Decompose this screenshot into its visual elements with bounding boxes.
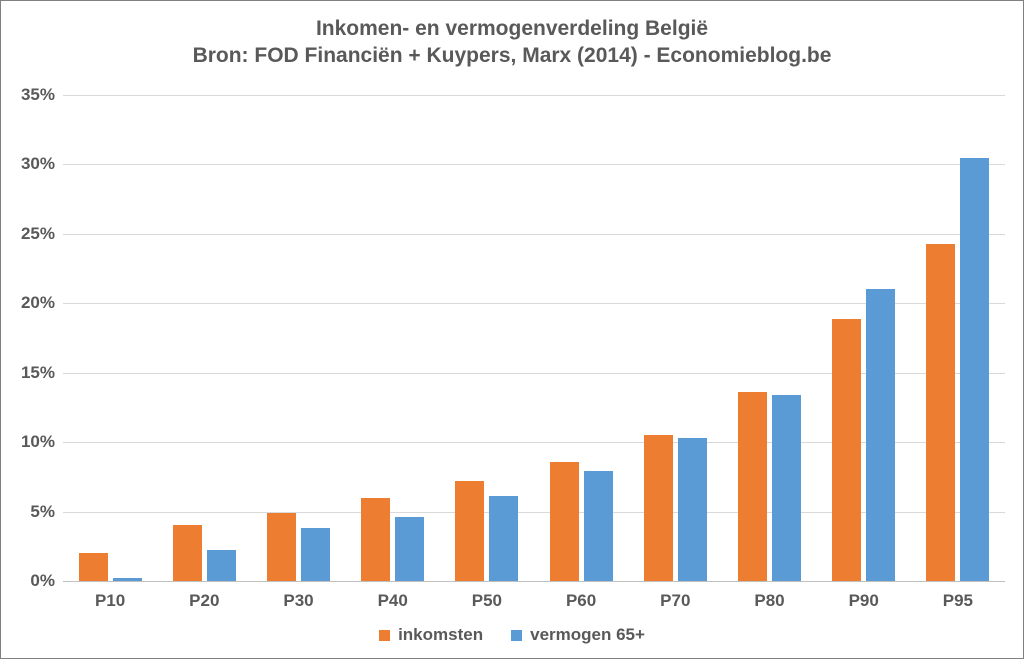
bar-inkomsten <box>173 525 202 581</box>
bar-vermogen-65+ <box>207 550 236 581</box>
bar-vermogen-65+ <box>301 528 330 581</box>
bar-inkomsten <box>644 435 673 581</box>
x-tick-label: P10 <box>95 581 125 611</box>
gridline <box>63 164 1005 165</box>
x-tick-label: P60 <box>566 581 596 611</box>
gridline <box>63 442 1005 443</box>
gridline <box>63 234 1005 235</box>
y-tick-label: 20% <box>21 293 63 313</box>
bar-inkomsten <box>550 462 579 581</box>
legend-item: vermogen 65+ <box>511 625 645 645</box>
x-tick-label: P90 <box>849 581 879 611</box>
x-tick-label: P70 <box>660 581 690 611</box>
gridline <box>63 303 1005 304</box>
bar-vermogen-65+ <box>489 496 518 581</box>
gridline <box>63 95 1005 96</box>
gridline <box>63 512 1005 513</box>
bar-inkomsten <box>79 553 108 581</box>
bar-inkomsten <box>455 481 484 581</box>
y-tick-label: 35% <box>21 85 63 105</box>
legend-label: vermogen 65+ <box>530 625 645 645</box>
bar-vermogen-65+ <box>584 471 613 581</box>
x-tick-label: P80 <box>754 581 784 611</box>
legend-swatch <box>511 630 522 641</box>
plot-area: 0%5%10%15%20%25%30%35%P10P20P30P40P50P60… <box>63 95 1005 581</box>
bar-inkomsten <box>832 319 861 581</box>
x-tick-label: P30 <box>283 581 313 611</box>
bar-vermogen-65+ <box>772 395 801 581</box>
legend: inkomsten vermogen 65+ <box>1 625 1023 646</box>
title-line-2: Bron: FOD Financiën + Kuypers, Marx (201… <box>1 42 1023 69</box>
x-tick-label: P50 <box>472 581 502 611</box>
gridline <box>63 373 1005 374</box>
bar-vermogen-65+ <box>960 158 989 582</box>
bar-vermogen-65+ <box>866 289 895 581</box>
chart-frame: Inkomen- en vermogenverdeling België Bro… <box>0 0 1024 659</box>
x-tick-label: P20 <box>189 581 219 611</box>
x-tick-label: P95 <box>943 581 973 611</box>
bar-inkomsten <box>738 392 767 581</box>
bar-inkomsten <box>267 513 296 581</box>
chart-title: Inkomen- en vermogenverdeling België Bro… <box>1 15 1023 70</box>
legend-item: inkomsten <box>379 625 483 645</box>
bar-vermogen-65+ <box>395 517 424 581</box>
bar-inkomsten <box>926 244 955 581</box>
y-tick-label: 5% <box>30 502 63 522</box>
y-tick-label: 10% <box>21 432 63 452</box>
bar-vermogen-65+ <box>678 438 707 581</box>
y-tick-label: 25% <box>21 224 63 244</box>
y-tick-label: 30% <box>21 154 63 174</box>
legend-label: inkomsten <box>398 625 483 645</box>
legend-swatch <box>379 630 390 641</box>
title-line-1: Inkomen- en vermogenverdeling België <box>1 15 1023 42</box>
y-tick-label: 15% <box>21 363 63 383</box>
y-tick-label: 0% <box>30 571 63 591</box>
x-tick-label: P40 <box>378 581 408 611</box>
bar-inkomsten <box>361 498 390 581</box>
